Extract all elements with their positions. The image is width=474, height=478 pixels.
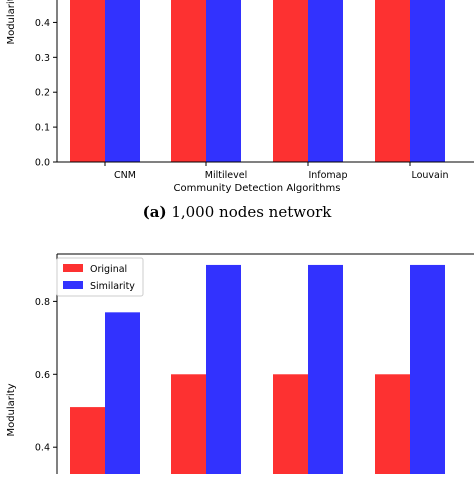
x-tick-label-cnm: CNM bbox=[114, 170, 136, 181]
chart-b: 0.4 0.6 0.8 Modularity Original Similarity bbox=[6, 253, 474, 474]
y-tick-label: 0.2 bbox=[35, 88, 50, 99]
bar-original-cnm bbox=[70, 0, 105, 162]
bar-similarity-cnm bbox=[105, 0, 140, 162]
legend-swatch-original bbox=[63, 264, 83, 272]
y-axis-title: Modularity bbox=[6, 0, 17, 45]
bar-original-louvain bbox=[375, 374, 410, 474]
x-tick-label-louvain: Louvain bbox=[411, 170, 448, 181]
y-tick-label: 0.3 bbox=[35, 53, 50, 64]
bar-similarity-infomap bbox=[308, 0, 343, 162]
bars-group bbox=[70, 264, 445, 474]
y-tick-label: 0.4 bbox=[35, 443, 50, 454]
legend: Original Similarity bbox=[56, 257, 144, 297]
y-tick-label: 0.4 bbox=[35, 18, 50, 29]
legend-label-original: Original bbox=[90, 264, 127, 275]
bar-original-cnm bbox=[70, 407, 105, 474]
bar-similarity-louvain bbox=[410, 264, 445, 474]
bar-similarity-louvain bbox=[410, 0, 445, 162]
caption-text: 1,000 nodes network bbox=[171, 203, 332, 221]
bar-original-louvain bbox=[375, 0, 410, 162]
caption-label: (a) bbox=[142, 203, 167, 221]
legend-swatch-similarity bbox=[63, 281, 83, 289]
bar-similarity-miltilevel bbox=[206, 0, 241, 162]
x-tick-label-miltilevel: Miltilevel bbox=[205, 170, 247, 181]
y-tick-label: 0.8 bbox=[35, 297, 50, 308]
bar-similarity-cnm bbox=[105, 312, 140, 474]
legend-label-similarity: Similarity bbox=[90, 281, 135, 292]
bar-original-miltilevel bbox=[171, 374, 206, 474]
bar-original-infomap bbox=[273, 374, 308, 474]
bar-similarity-infomap bbox=[308, 264, 343, 474]
y-axis-title: Modularity bbox=[6, 383, 17, 436]
y-tick-label: 0.1 bbox=[35, 123, 50, 134]
y-tick-label: 0.0 bbox=[35, 158, 50, 169]
x-tick-label-infomap: Infomap bbox=[308, 170, 347, 181]
caption-a: (a) 1,000 nodes network bbox=[0, 203, 474, 221]
bar-similarity-miltilevel bbox=[206, 264, 241, 474]
bar-original-infomap bbox=[273, 0, 308, 162]
bars-group bbox=[70, 0, 445, 162]
x-axis-title: Community Detection Algorithms bbox=[174, 183, 341, 194]
chart-a: 0.0 0.1 0.2 0.3 0.4 CNM Miltilevel Infomap Louva… bbox=[6, 0, 474, 194]
y-tick-label: 0.6 bbox=[35, 370, 50, 381]
bar-original-miltilevel bbox=[171, 0, 206, 162]
